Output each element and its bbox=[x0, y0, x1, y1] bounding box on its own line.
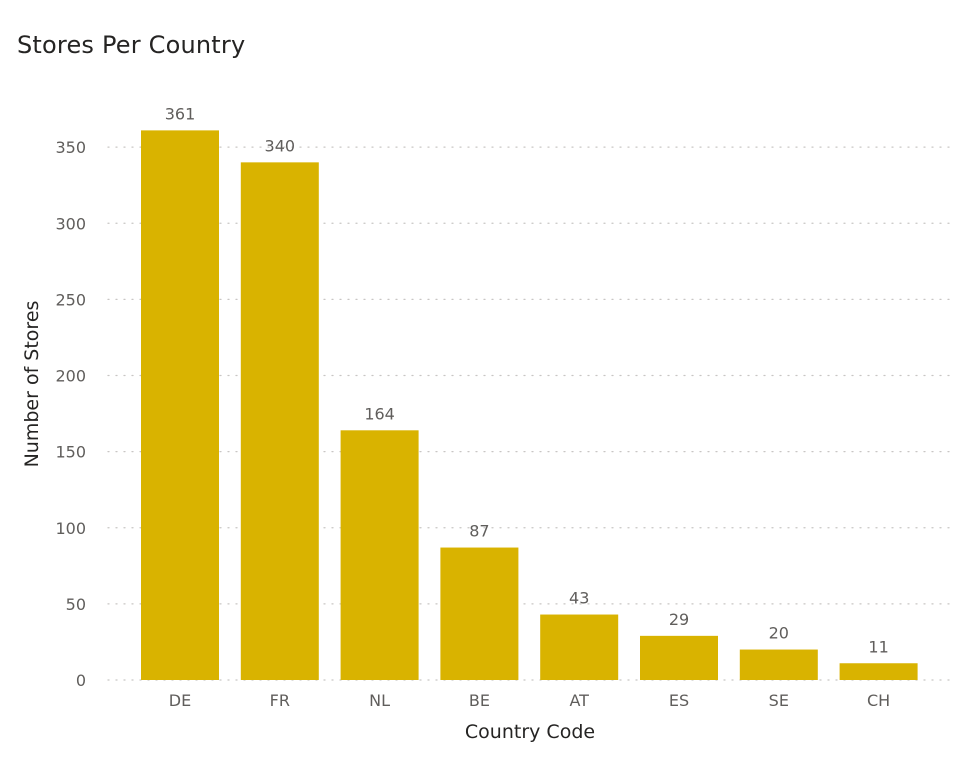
data-label-fr: 340 bbox=[265, 136, 296, 155]
y-tick-label: 0 bbox=[76, 671, 86, 690]
bar-fr[interactable] bbox=[240, 162, 319, 681]
data-label-nl: 164 bbox=[364, 404, 395, 423]
data-labels: 361 340 164 87 43 29 20 11 bbox=[165, 104, 889, 656]
y-tick-label: 250 bbox=[55, 290, 86, 309]
y-tick-label: 200 bbox=[55, 367, 86, 386]
data-label-de: 361 bbox=[165, 104, 196, 123]
data-label-se: 20 bbox=[769, 624, 789, 643]
data-label-ch: 11 bbox=[868, 637, 888, 656]
x-axis-title: Country Code bbox=[465, 721, 595, 743]
bar-at[interactable] bbox=[540, 614, 619, 680]
y-tick-label: 300 bbox=[55, 214, 86, 233]
data-label-es: 29 bbox=[669, 610, 689, 629]
y-tick-label: 150 bbox=[55, 443, 86, 462]
x-tick-label-nl: NL bbox=[369, 691, 390, 710]
bar-de[interactable] bbox=[141, 130, 219, 680]
x-tick-label-ch: CH bbox=[867, 691, 890, 710]
x-tick-label-se: SE bbox=[769, 691, 789, 710]
y-axis-ticks: 0 50 100 150 200 250 300 350 bbox=[55, 138, 86, 690]
x-axis-ticks: DE FR NL BE AT ES SE CH bbox=[169, 691, 890, 710]
x-tick-label-be: BE bbox=[469, 691, 490, 710]
gridlines bbox=[107, 146, 956, 681]
bar-ch[interactable] bbox=[839, 663, 918, 680]
y-tick-label: 350 bbox=[55, 138, 86, 157]
y-tick-label: 50 bbox=[66, 595, 86, 614]
bar-nl[interactable] bbox=[340, 430, 419, 680]
bar-es[interactable] bbox=[640, 635, 718, 680]
data-label-at: 43 bbox=[569, 589, 589, 608]
x-tick-label-de: DE bbox=[169, 691, 191, 710]
y-axis-title: Number of Stores bbox=[21, 301, 43, 468]
y-tick-label: 100 bbox=[55, 519, 86, 538]
x-tick-label-at: AT bbox=[569, 691, 589, 710]
bar-be[interactable] bbox=[440, 547, 519, 680]
x-tick-label-fr: FR bbox=[270, 691, 290, 710]
bars bbox=[141, 130, 918, 681]
bar-se[interactable] bbox=[739, 649, 818, 680]
x-tick-label-es: ES bbox=[669, 691, 689, 710]
chart-title: Stores Per Country bbox=[17, 31, 246, 59]
data-label-be: 87 bbox=[469, 522, 489, 541]
